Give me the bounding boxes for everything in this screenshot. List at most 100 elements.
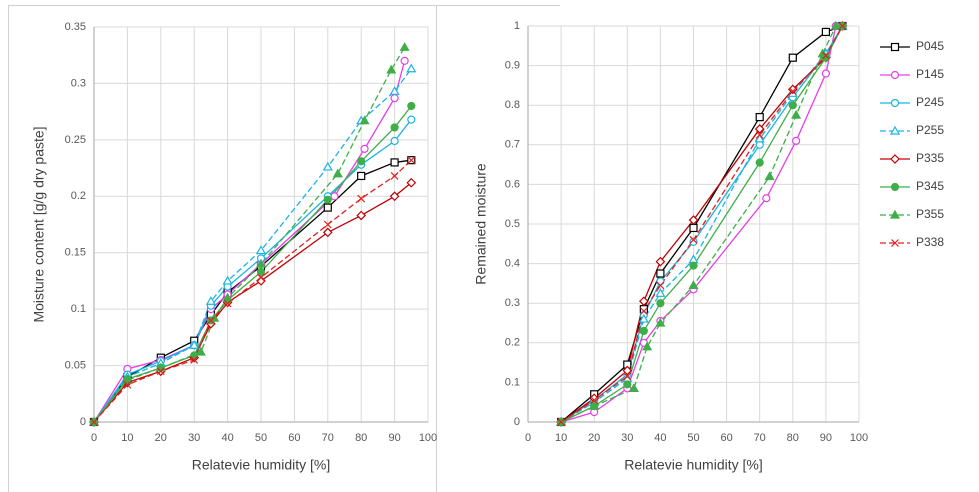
marker bbox=[189, 340, 200, 349]
legend-item: P245 bbox=[880, 95, 944, 109]
series-line bbox=[560, 25, 837, 423]
x-tick-label: 10 bbox=[555, 432, 567, 444]
marker bbox=[639, 296, 649, 307]
marker bbox=[891, 239, 899, 247]
y-tick-label: 0.9 bbox=[505, 60, 520, 72]
series-line bbox=[560, 25, 844, 423]
marker bbox=[123, 380, 132, 389]
marker bbox=[222, 292, 233, 302]
x-tick-label: 20 bbox=[155, 432, 167, 444]
y-tick-label: 0.15 bbox=[65, 247, 86, 259]
marker bbox=[623, 372, 632, 381]
marker bbox=[390, 136, 399, 146]
marker bbox=[557, 418, 566, 426]
x-tick-label: 30 bbox=[188, 432, 200, 444]
marker bbox=[791, 109, 802, 119]
series-line bbox=[560, 25, 843, 423]
marker bbox=[255, 245, 267, 255]
y-tick-label: 0.1 bbox=[505, 376, 520, 388]
marker bbox=[688, 215, 699, 225]
marker bbox=[407, 115, 416, 124]
marker bbox=[323, 220, 332, 229]
left-panel-border bbox=[8, 5, 437, 492]
marker bbox=[589, 400, 600, 410]
marker bbox=[323, 195, 332, 204]
y-tick-label: 0.25 bbox=[65, 134, 86, 146]
marker bbox=[830, 20, 841, 30]
series-line bbox=[93, 60, 406, 423]
marker bbox=[689, 237, 698, 246]
marker bbox=[322, 227, 333, 238]
marker bbox=[390, 158, 399, 167]
marker bbox=[792, 136, 801, 145]
marker bbox=[590, 396, 599, 405]
marker bbox=[323, 203, 332, 212]
marker bbox=[390, 93, 399, 103]
marker bbox=[322, 161, 333, 171]
x-axis-title: Relatevie humidity [%] bbox=[192, 457, 331, 473]
series-line bbox=[560, 25, 844, 423]
x-tick-label: 60 bbox=[288, 432, 300, 444]
legend-label: P355 bbox=[916, 207, 944, 221]
legend-item: P045 bbox=[880, 39, 944, 53]
x-tick-label: 80 bbox=[355, 432, 367, 444]
legend-label: P045 bbox=[916, 39, 944, 53]
series-line bbox=[93, 159, 412, 423]
x-axis-title: Relatevie humidity [%] bbox=[624, 457, 763, 473]
marker bbox=[359, 115, 370, 125]
marker bbox=[407, 101, 416, 111]
legend-item: P255 bbox=[880, 123, 944, 137]
x-tick-label: 30 bbox=[621, 432, 633, 444]
x-tick-label: 0 bbox=[91, 432, 97, 444]
x-tick-label: 100 bbox=[419, 432, 437, 444]
x-tick-label: 80 bbox=[787, 432, 799, 444]
marker bbox=[638, 313, 649, 323]
marker bbox=[399, 42, 410, 51]
y-tick-label: 0.05 bbox=[65, 359, 86, 371]
marker bbox=[655, 256, 666, 267]
x-tick-label: 50 bbox=[255, 432, 267, 444]
marker bbox=[156, 367, 165, 376]
marker bbox=[389, 191, 400, 202]
marker bbox=[788, 101, 797, 110]
legend-item: P355 bbox=[880, 207, 944, 221]
marker bbox=[357, 157, 366, 166]
marker bbox=[890, 42, 900, 52]
marker bbox=[755, 112, 764, 122]
marker bbox=[639, 307, 648, 316]
marker bbox=[642, 341, 653, 351]
series-line bbox=[93, 182, 412, 423]
legend-item: P345 bbox=[880, 179, 944, 193]
marker bbox=[889, 125, 901, 135]
marker bbox=[122, 375, 133, 384]
y-tick-label: 0.2 bbox=[71, 190, 86, 202]
y-tick-label: 0.3 bbox=[71, 77, 86, 89]
marker bbox=[656, 269, 665, 278]
marker bbox=[256, 267, 266, 276]
y-tick-label: 1 bbox=[514, 20, 520, 32]
marker bbox=[332, 168, 343, 178]
marker bbox=[255, 258, 267, 268]
marker bbox=[689, 235, 698, 244]
legend-label: P338 bbox=[916, 235, 944, 249]
marker bbox=[890, 182, 900, 192]
marker bbox=[406, 177, 417, 188]
marker bbox=[90, 418, 98, 426]
x-tick-label: 50 bbox=[687, 432, 699, 444]
marker bbox=[689, 223, 698, 233]
marker bbox=[655, 317, 666, 327]
y-tick-label: 0.4 bbox=[505, 258, 520, 270]
marker bbox=[889, 209, 901, 219]
y-axis-title: Remained moisture bbox=[473, 163, 489, 285]
marker bbox=[407, 156, 416, 165]
y-tick-label: 0.35 bbox=[65, 21, 86, 33]
x-tick-label: 100 bbox=[850, 432, 868, 444]
marker bbox=[257, 273, 265, 282]
marker bbox=[762, 194, 771, 203]
y-tick-label: 0.3 bbox=[505, 297, 520, 309]
y-axis-title: Moisture content [g/g dry paste] bbox=[31, 126, 47, 322]
x-tick-label: 90 bbox=[820, 432, 832, 444]
marker bbox=[821, 51, 830, 60]
x-tick-label: 70 bbox=[322, 432, 334, 444]
